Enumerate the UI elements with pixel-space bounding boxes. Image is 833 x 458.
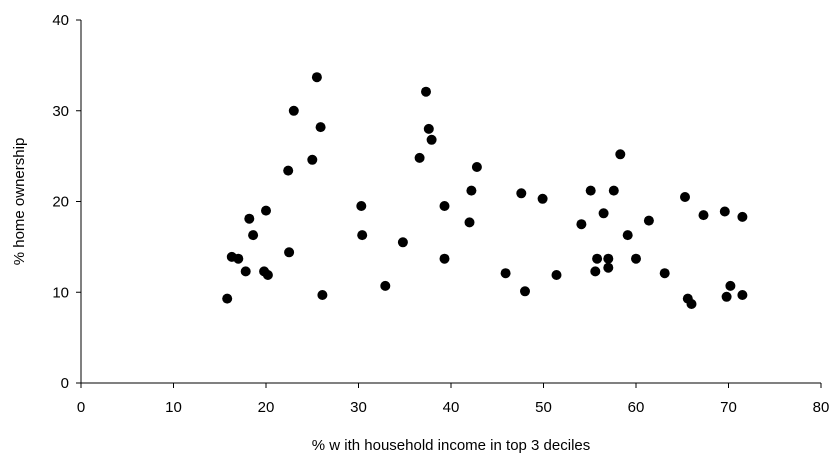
data-point [421,86,431,97]
x-tick-label: 70 [720,399,737,416]
data-point [585,185,596,196]
x-tick-label: 10 [165,399,182,416]
data-point [631,253,641,264]
data-point [426,134,437,145]
x-ticks: 0 10 20 30 40 50 60 70 80 [77,383,830,416]
data-point [284,247,295,258]
data-point [315,122,326,133]
data-point [423,123,434,134]
data-point [576,219,587,230]
x-axis-title: % w ith household income in top 3 decile… [312,437,591,454]
data-point [288,105,299,116]
data-point [439,253,450,264]
data-point [592,253,603,264]
data-point [283,165,294,176]
data-point [622,230,633,241]
data-point [615,149,626,160]
data-point [244,213,255,224]
data-point [698,210,709,221]
data-point [721,291,732,302]
y-axis-title: % home ownership [11,138,28,266]
data-point [737,290,748,300]
data-point [222,293,233,304]
data-point [317,290,328,300]
data-point [659,268,670,279]
data-points [222,72,748,309]
data-point [725,280,736,291]
data-point [520,286,530,297]
data-point [233,253,244,264]
data-point [471,162,482,172]
data-point [719,206,730,217]
data-point [397,237,408,248]
data-point [590,266,601,277]
y-tick-label: 30 [52,103,69,120]
y-tick-label: 10 [52,284,69,301]
x-tick-label: 80 [813,399,830,416]
data-point [240,266,251,277]
data-point [464,217,475,228]
data-point [248,230,259,241]
data-point [516,188,527,199]
data-point [686,299,697,309]
data-point [603,253,614,264]
data-point [414,152,425,163]
y-tick-label: 0 [61,375,69,392]
x-tick-label: 0 [77,399,85,416]
x-tick-label: 30 [350,399,367,416]
data-point [500,268,511,279]
data-point [357,230,368,241]
data-point [737,211,748,222]
x-tick-label: 20 [258,399,275,416]
data-point [311,72,322,83]
data-point [551,270,562,280]
data-point [439,201,450,211]
data-point [608,185,619,196]
data-point [603,262,614,273]
axes [80,20,821,384]
data-point [380,280,391,291]
y-ticks: 0 10 20 30 40 [52,12,81,392]
y-tick-label: 20 [52,194,69,211]
data-point [262,270,273,280]
x-tick-label: 40 [443,399,460,416]
data-point [466,185,477,196]
data-point [680,192,690,202]
data-point [598,208,609,219]
data-point [356,201,367,211]
x-tick-label: 60 [628,399,645,416]
data-point [643,215,654,226]
data-point [261,205,271,216]
data-point [537,193,548,204]
x-tick-label: 50 [535,399,552,416]
data-point [307,154,318,165]
y-tick-label: 40 [52,12,69,29]
